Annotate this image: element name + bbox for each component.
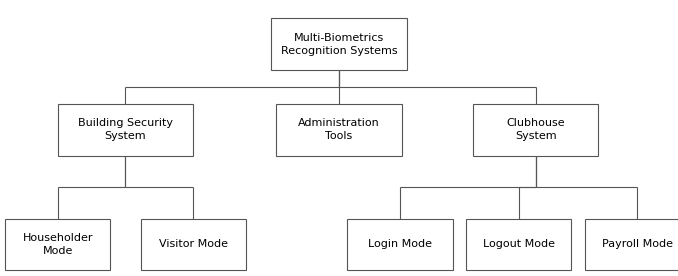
FancyBboxPatch shape [277,104,401,156]
FancyBboxPatch shape [58,104,193,156]
Text: Multi-Biometrics
Recognition Systems: Multi-Biometrics Recognition Systems [281,33,397,56]
FancyBboxPatch shape [5,219,110,270]
FancyBboxPatch shape [584,219,678,270]
FancyBboxPatch shape [271,18,407,70]
Text: Householder
Mode: Householder Mode [22,233,93,256]
FancyBboxPatch shape [466,219,571,270]
Text: Visitor Mode: Visitor Mode [159,239,228,249]
Text: Administration
Tools: Administration Tools [298,118,380,141]
Text: Logout Mode: Logout Mode [483,239,555,249]
Text: Clubhouse
System: Clubhouse System [506,118,565,141]
Text: Login Mode: Login Mode [368,239,432,249]
FancyBboxPatch shape [140,219,245,270]
FancyBboxPatch shape [473,104,599,156]
FancyBboxPatch shape [347,219,453,270]
Text: Building Security
System: Building Security System [78,118,173,141]
Text: Payroll Mode: Payroll Mode [602,239,673,249]
